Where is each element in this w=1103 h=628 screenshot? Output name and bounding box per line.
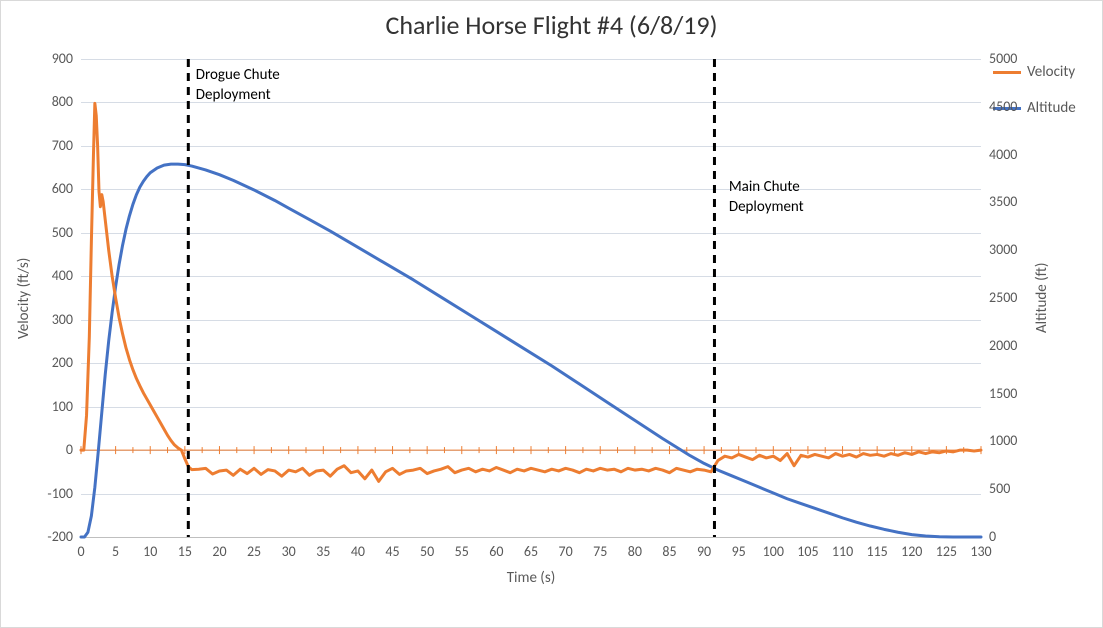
x-tick-label: 80	[621, 545, 649, 559]
x-tick-label: 65	[517, 545, 545, 559]
y-left-tick-label: -200	[23, 530, 73, 544]
y-left-tick-label: 500	[23, 226, 73, 240]
x-tick-label: 115	[863, 545, 891, 559]
legend-swatch	[993, 71, 1021, 74]
x-tick-label: 45	[379, 545, 407, 559]
plot-area	[81, 59, 981, 537]
x-tick-label: 50	[413, 545, 441, 559]
y-right-tick-label: 0	[989, 530, 996, 544]
y-left-tick-label: 300	[23, 313, 73, 327]
x-tick-label: 15	[171, 545, 199, 559]
x-tick-label: 60	[482, 545, 510, 559]
x-tick-label: 130	[967, 545, 995, 559]
x-tick-label: 120	[898, 545, 926, 559]
x-tick-label: 10	[136, 545, 164, 559]
y-right-tick-label: 2000	[989, 339, 1017, 353]
y-left-tick-label: -100	[23, 487, 73, 501]
x-tick-label: 105	[794, 545, 822, 559]
x-tick-label: 75	[586, 545, 614, 559]
x-tick-label: 35	[309, 545, 337, 559]
x-tick-label: 95	[725, 545, 753, 559]
y-right-tick-label: 4500	[989, 100, 1017, 114]
x-tick-label: 55	[448, 545, 476, 559]
chart-frame: Charlie Horse Flight #4 (6/8/19) Velocit…	[0, 0, 1103, 628]
legend-label: Velocity	[1027, 63, 1075, 81]
y-left-axis-title: Velocity (ft/s)	[15, 248, 33, 348]
y-right-tick-label: 4000	[989, 148, 1017, 162]
annotation-label: Drogue ChuteDeployment	[196, 65, 280, 106]
y-right-tick-label: 2500	[989, 291, 1017, 305]
x-axis-title: Time (s)	[81, 569, 981, 587]
y-right-tick-label: 500	[989, 482, 1010, 496]
y-right-tick-label: 3000	[989, 243, 1017, 257]
annotation-vline	[81, 59, 981, 537]
y-left-tick-label: 900	[23, 52, 73, 66]
x-tick-label: 90	[690, 545, 718, 559]
x-tick-label: 0	[67, 545, 95, 559]
y-right-tick-label: 5000	[989, 52, 1017, 66]
y-left-tick-label: 100	[23, 400, 73, 414]
y-left-tick-label: 800	[23, 95, 73, 109]
legend-label: Altitude	[1027, 99, 1076, 117]
x-tick-label: 20	[205, 545, 233, 559]
annotation-label: Main ChuteDeployment	[729, 177, 804, 218]
chart-title: Charlie Horse Flight #4 (6/8/19)	[1, 9, 1102, 41]
y-left-tick-label: 700	[23, 139, 73, 153]
x-tick-label: 25	[240, 545, 268, 559]
x-tick-label: 40	[344, 545, 372, 559]
y-left-tick-label: 0	[23, 443, 73, 457]
x-tick-label: 30	[275, 545, 303, 559]
y-right-axis-title: Altitude (ft)	[1033, 248, 1051, 348]
x-tick-label: 100	[759, 545, 787, 559]
y-left-tick-label: 400	[23, 269, 73, 283]
x-tick-label: 70	[552, 545, 580, 559]
y-left-tick-label: 600	[23, 182, 73, 196]
x-tick-label: 110	[829, 545, 857, 559]
x-tick-label: 5	[102, 545, 130, 559]
y-right-tick-label: 1500	[989, 387, 1017, 401]
x-tick-label: 85	[655, 545, 683, 559]
y-right-tick-label: 1000	[989, 434, 1017, 448]
x-tick-label: 125	[932, 545, 960, 559]
y-left-tick-label: 200	[23, 356, 73, 370]
y-right-tick-label: 3500	[989, 195, 1017, 209]
